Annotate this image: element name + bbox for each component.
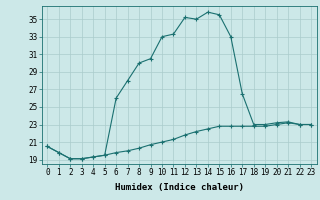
- X-axis label: Humidex (Indice chaleur): Humidex (Indice chaleur): [115, 183, 244, 192]
